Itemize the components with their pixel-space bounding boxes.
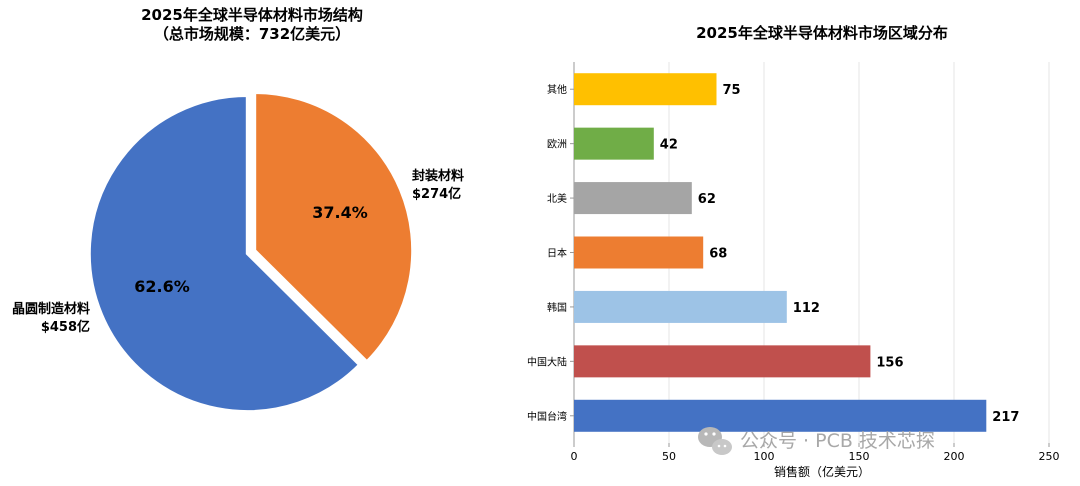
pie-percent-label-0: 62.6% bbox=[134, 277, 190, 296]
y-tick-label: 韩国 bbox=[547, 301, 567, 314]
x-tick-label: 150 bbox=[849, 450, 870, 463]
x-tick-label: 50 bbox=[662, 450, 676, 463]
bar-x-tick-labels: 0 50 100 150 200 250 bbox=[571, 443, 1060, 463]
pie-value-packaging: $274亿 bbox=[412, 186, 461, 202]
pie-chart: 2025年全球半导体材料市场结构 （总市场规模：732亿美元） 62.6% 37… bbox=[12, 6, 464, 414]
bar-6 bbox=[574, 399, 987, 432]
bar-0 bbox=[574, 73, 717, 106]
wechat-icon bbox=[698, 427, 732, 455]
pie-label-wafer: 晶圆制造材料 bbox=[12, 301, 90, 317]
bar-value-label: 68 bbox=[709, 247, 727, 262]
x-tick-label: 0 bbox=[571, 450, 578, 463]
bar-5 bbox=[574, 345, 871, 378]
pie-value-wafer: $458亿 bbox=[41, 319, 90, 335]
bar-3 bbox=[574, 236, 704, 269]
bar-value-label: 112 bbox=[793, 301, 820, 316]
watermark-text: 公众号 · PCB 技术芯探 bbox=[740, 430, 935, 452]
pie-subtitle: （总市场规模：732亿美元） bbox=[154, 25, 350, 43]
bar-value-label: 62 bbox=[698, 192, 716, 207]
pie-title: 2025年全球半导体材料市场结构 bbox=[141, 6, 363, 24]
watermark: 公众号 · PCB 技术芯探 bbox=[698, 427, 935, 455]
bar-value-label: 156 bbox=[876, 355, 903, 370]
bar-title: 2025年全球半导体材料市场区域分布 bbox=[696, 24, 948, 42]
bar-2 bbox=[574, 182, 692, 215]
bar-value-label: 42 bbox=[660, 138, 678, 153]
bar-4 bbox=[574, 290, 787, 323]
bar-value-labels: 75 42 62 68 112 156 217 bbox=[660, 83, 1020, 425]
y-tick-label: 北美 bbox=[547, 192, 567, 205]
bar-1 bbox=[574, 127, 654, 160]
y-tick-label: 中国大陆 bbox=[527, 355, 567, 368]
pie-outer-labels: 晶圆制造材料 $458亿 封装材料 $274亿 bbox=[12, 168, 464, 335]
y-tick-label: 其他 bbox=[547, 83, 567, 96]
bar-value-label: 217 bbox=[992, 410, 1019, 425]
pie-slices bbox=[87, 90, 415, 414]
x-tick-label: 250 bbox=[1039, 450, 1060, 463]
y-tick-label: 欧洲 bbox=[547, 139, 567, 151]
y-tick-label: 中国台湾 bbox=[527, 410, 567, 423]
pie-slice-1 bbox=[253, 90, 415, 364]
pie-percent-labels: 62.6% 37.4% bbox=[134, 203, 368, 296]
bar-x-axis-label: 销售额（亿美元） bbox=[774, 464, 870, 479]
pie-label-packaging: 封装材料 bbox=[412, 168, 464, 184]
x-tick-label: 100 bbox=[754, 450, 775, 463]
y-tick-label: 日本 bbox=[547, 247, 567, 260]
bar-value-label: 75 bbox=[723, 83, 741, 98]
pie-slice-0 bbox=[87, 94, 362, 414]
x-tick-label: 200 bbox=[944, 450, 965, 463]
pie-percent-label-1: 37.4% bbox=[312, 203, 368, 222]
bar-series bbox=[574, 73, 987, 432]
